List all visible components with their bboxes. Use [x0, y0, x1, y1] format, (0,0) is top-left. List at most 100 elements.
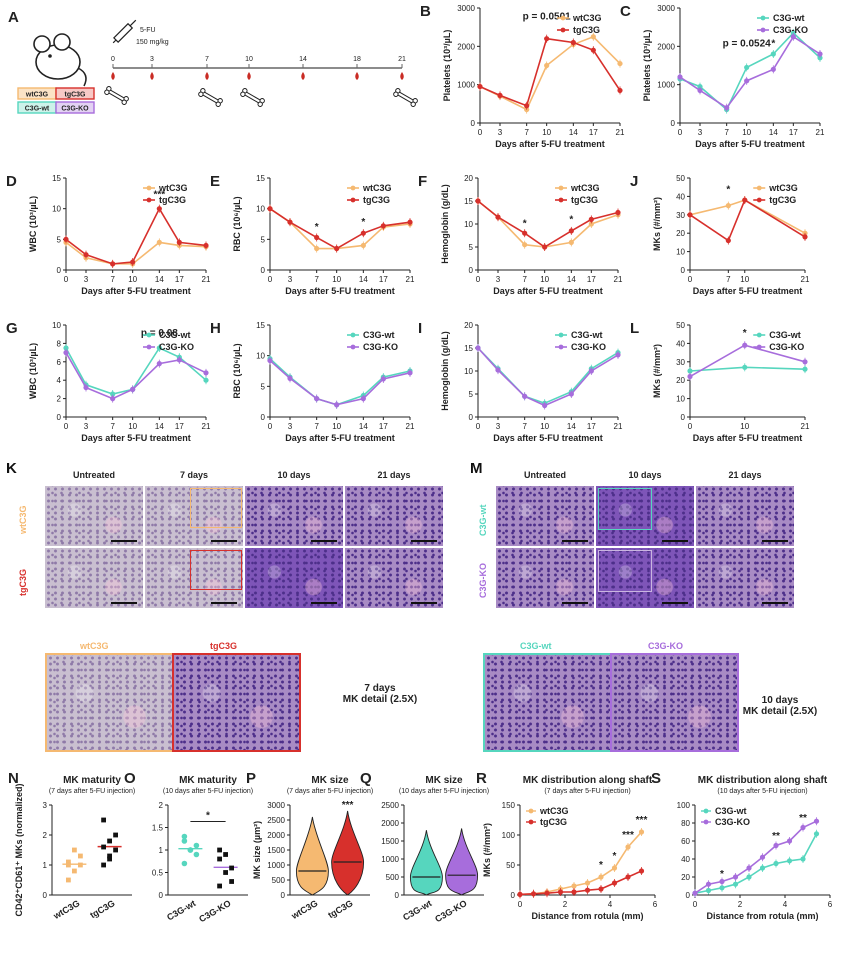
data-point-C3G-wt: [63, 345, 69, 351]
data-point-tgC3G: [638, 868, 645, 874]
legend-entry: C3G-wt: [769, 330, 801, 340]
x-tick-label: 17: [589, 128, 598, 137]
significance-label: *: [206, 811, 210, 822]
column-header: Untreated: [523, 470, 566, 480]
data-point-C3G-KO: [724, 105, 730, 111]
data-point-tgC3G: [203, 242, 209, 249]
chart-r: R MK distribution along shaft (7 days afte…: [476, 770, 658, 921]
data-point-C3G-wt: [746, 874, 752, 880]
data-point-tgC3G: [475, 198, 481, 204]
legend-entry: wtC3G: [539, 806, 569, 816]
y-axis-label: CD42⁺CD61⁺ MKs (normalized): [14, 783, 24, 916]
significance-label: *: [523, 218, 527, 229]
x-tick-label: 0: [476, 422, 481, 431]
y-tick-label: 500: [272, 876, 286, 885]
legend-marker: [760, 15, 766, 21]
data-point-tgC3G: [113, 847, 118, 853]
panel-letter: F: [418, 173, 427, 190]
data-point-C3G-wt: [770, 51, 776, 57]
y-tick-label: 0: [57, 266, 62, 275]
y-tick-label: 1.5: [152, 824, 164, 833]
y-tick-label: 0: [395, 891, 400, 900]
detail-label: tgC3G: [210, 641, 237, 651]
bottom-charts: N MK maturity (7 days after 5-FU injection…: [8, 770, 833, 924]
blood-drop-icon: [247, 72, 251, 80]
row-label: tgC3G: [18, 569, 28, 596]
x-tick-label: 17: [175, 275, 184, 284]
x-tick-label: 0: [476, 275, 481, 284]
chart-q: Q MK size (10 days after 5-FU injection) 0 5…: [360, 770, 489, 924]
chart-title: MK maturity: [179, 775, 237, 786]
data-point-tgC3G: [588, 216, 594, 222]
data-point-C3G-KO: [223, 870, 228, 875]
data-point-wtC3G: [78, 853, 83, 859]
x-axis-label: Days after 5-FU treatment: [81, 433, 191, 443]
significance-label: **: [772, 831, 780, 842]
x-axis-label: Days after 5-FU treatment: [285, 286, 395, 296]
x-tick-label: 21: [406, 422, 415, 431]
chart-d: D 0 5 10 15 0 3 7 10 14 17 21 Days after 5-FU treatm…: [6, 173, 211, 296]
y-axis-label: Hemoglobin (g/dL): [440, 331, 450, 410]
note-line: 10 days: [761, 695, 799, 706]
y-tick-label: 100: [677, 801, 691, 810]
x-tick-label: 0: [64, 422, 69, 431]
blood-drop-icon: [355, 72, 359, 80]
syringe-barrel: [113, 22, 134, 43]
data-point-tgC3G: [742, 197, 748, 203]
y-tick-label: 0: [511, 891, 516, 900]
data-point-C3G-KO: [110, 396, 116, 402]
data-point-C3G-wt: [181, 860, 188, 867]
data-point-C3G-KO: [687, 373, 693, 380]
x-tick-label: 21: [614, 275, 623, 284]
panel-letter: P: [246, 770, 256, 787]
x-tick-label: 14: [569, 128, 578, 137]
series-line-C3G-KO: [694, 820, 817, 894]
y-tick-label: 6: [57, 358, 62, 367]
y-tick-label: 2: [57, 395, 62, 404]
data-point-tgC3G: [544, 36, 550, 42]
inset-box: [190, 488, 242, 528]
column-header: Untreated: [72, 470, 115, 480]
y-tick-label: 0: [57, 413, 62, 422]
bone-end: [215, 101, 221, 107]
data-point-C3G-KO: [217, 847, 222, 853]
data-point-C3G-KO: [229, 879, 234, 884]
y-tick-label: 20: [676, 229, 685, 238]
data-point-wtC3G: [72, 847, 77, 853]
significance-label: *: [613, 851, 617, 862]
legend-entry: C3G-KO: [363, 342, 398, 352]
x-axis-label: Days after 5-FU treatment: [493, 286, 603, 296]
series-line-C3G-wt: [477, 347, 619, 405]
note-line: MK detail (2.5X): [342, 694, 418, 705]
significance-label: **: [799, 813, 807, 824]
note-line: MK detail (2.5X): [742, 706, 818, 717]
violin-C3G-KO: [445, 828, 479, 896]
panel-letter: O: [124, 770, 136, 787]
scale-bar: [562, 602, 588, 604]
data-point-C3G-KO: [287, 375, 293, 381]
blood-drop-icon: [400, 72, 404, 80]
series-line-wtC3G: [519, 831, 643, 896]
data-point-tgC3G: [130, 259, 136, 265]
x-tick-label: 10: [742, 128, 751, 137]
significance-label: *: [771, 38, 775, 49]
x-tick-label: 3: [496, 275, 501, 284]
scale-bar: [111, 540, 137, 542]
group-label: wtC3G: [25, 92, 49, 99]
data-point-C3G-KO: [800, 824, 806, 831]
y-tick-label: 3000: [267, 801, 285, 810]
detail-micrograph: [172, 653, 301, 752]
series-line-C3G-KO: [65, 352, 207, 400]
y-tick-label: 1000: [381, 855, 399, 864]
micrograph-tile: [596, 486, 694, 546]
y-tick-label: 2: [43, 831, 48, 840]
panel-letter: J: [630, 173, 638, 190]
y-tick-label: 2500: [267, 816, 285, 825]
y-tick-label: 0: [686, 891, 691, 900]
scale-bar: [662, 602, 688, 604]
blood-drop-icon: [111, 72, 115, 80]
data-point-tgC3G: [380, 223, 386, 229]
timeline-day: 18: [353, 56, 361, 63]
legend-marker: [756, 332, 762, 338]
data-point-tgC3G: [360, 230, 366, 236]
